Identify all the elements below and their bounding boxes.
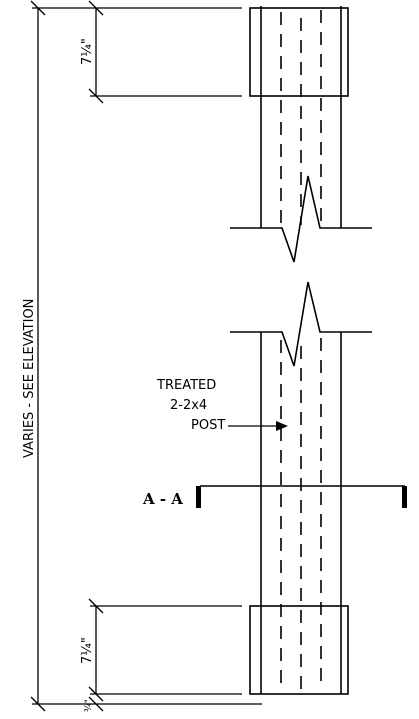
post-label-line3: POST	[191, 418, 225, 433]
top-dimension-line	[88, 0, 242, 104]
post-label-line2: 2-2x4	[170, 398, 207, 413]
break-line-lower	[230, 281, 372, 367]
section-marker-right	[402, 486, 407, 508]
top-block	[249, 7, 349, 97]
base-dimension-label: ¾"	[84, 699, 94, 712]
bottom-block	[249, 605, 349, 695]
callout-arrowhead	[276, 421, 288, 431]
post-upper	[260, 6, 342, 228]
section-cut-line	[196, 485, 407, 508]
post-lower	[260, 332, 342, 694]
bottom-dimension-line	[88, 598, 242, 712]
top-dimension-label: 7¼"	[80, 38, 95, 65]
overall-dimension-line	[30, 0, 262, 712]
bottom-dimension-label: 7¼"	[80, 637, 95, 664]
section-marker-left	[196, 486, 201, 508]
break-line-upper	[230, 175, 372, 263]
section-label: A - A	[142, 490, 183, 508]
post-label-line1: TREATED	[156, 378, 216, 393]
overall-dimension-label: VARIES - SEE ELEVATION	[22, 299, 37, 458]
post-callout: TREATED 2-2x4 POST	[156, 378, 288, 433]
